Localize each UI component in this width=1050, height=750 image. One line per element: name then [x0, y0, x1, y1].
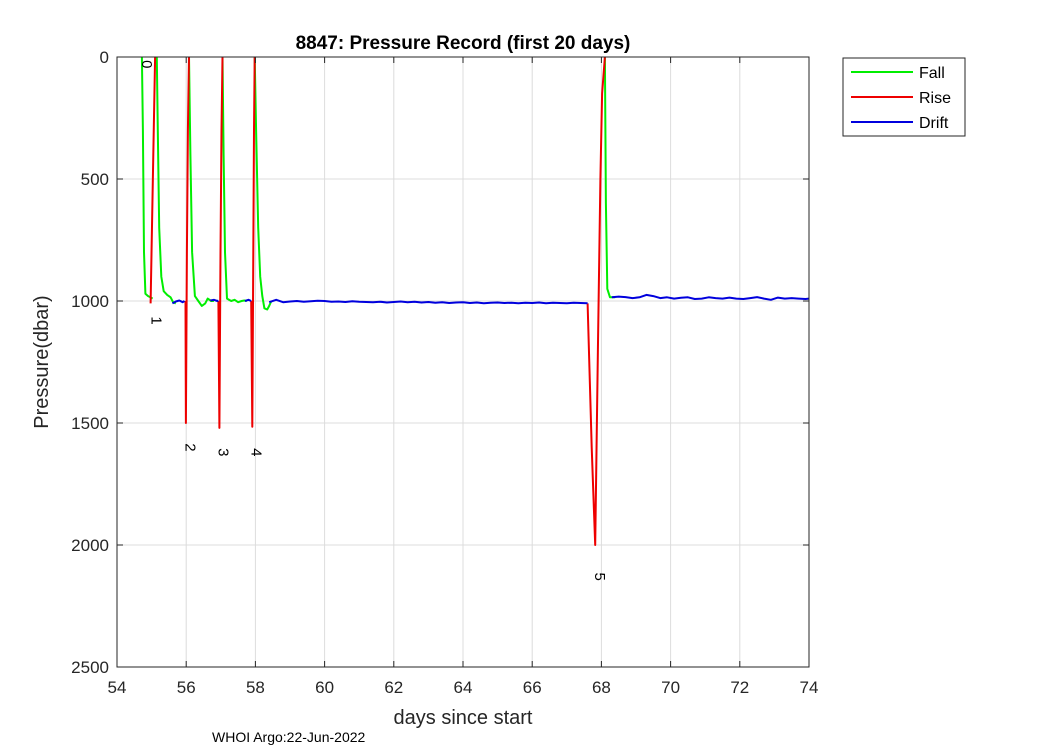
- series-line-rise: [184, 57, 190, 424]
- y-axis-ticks: 0 500 1000 1500 2000 2500: [71, 48, 809, 677]
- x-tick-label: 66: [523, 678, 542, 697]
- x-tick-label: 56: [177, 678, 196, 697]
- y-tick-label: 500: [81, 170, 109, 189]
- profile-number-label: 4: [247, 448, 264, 456]
- legend-label-rise: Rise: [919, 90, 951, 107]
- profile-number-label: 0: [138, 60, 155, 68]
- series-line-fall: [253, 57, 273, 311]
- profile-number-label: 2: [182, 443, 199, 451]
- x-axis-ticks: 54 56 58 60 62 64 66 68 70 72 74: [108, 57, 819, 697]
- x-tick-label: 70: [661, 678, 680, 697]
- y-tick-label: 2000: [71, 536, 109, 555]
- x-tick-label: 64: [454, 678, 473, 697]
- y-tick-label: 1000: [71, 292, 109, 311]
- series-line-fall: [221, 57, 247, 304]
- profile-annotations: 0 1 2 3 4 5: [138, 60, 608, 581]
- series-line-drift: [210, 298, 219, 302]
- x-tick-label: 62: [384, 678, 403, 697]
- y-axis-label: Pressure(dbar): [31, 295, 53, 428]
- profile-number-label: 1: [148, 316, 165, 324]
- series-line-fall: [603, 57, 616, 299]
- series-lines: [140, 57, 809, 546]
- series-line-fall: [155, 57, 177, 305]
- series-line-drift: [611, 293, 809, 301]
- x-tick-label: 54: [108, 678, 127, 697]
- chart-title: 8847: Pressure Record (first 20 days): [296, 33, 631, 54]
- x-tick-label: 68: [592, 678, 611, 697]
- series-line-drift: [171, 299, 186, 305]
- series-line-rise: [149, 57, 157, 304]
- x-tick-label: 60: [315, 678, 334, 697]
- footer-stamp: WHOI Argo:22-Jun-2022: [212, 729, 366, 745]
- x-tick-label: 72: [730, 678, 749, 697]
- profile-number-label: 5: [591, 573, 608, 581]
- x-axis-label: days since start: [394, 707, 533, 729]
- series-line-drift: [268, 298, 588, 305]
- x-tick-label: 74: [800, 678, 819, 697]
- profile-number-label: 3: [214, 448, 231, 456]
- legend-label-drift: Drift: [919, 115, 949, 132]
- y-tick-label: 2500: [71, 658, 109, 677]
- x-tick-label: 58: [246, 678, 265, 697]
- series-line-drift: [244, 298, 252, 302]
- y-tick-label: 0: [100, 48, 109, 67]
- legend-label-fall: Fall: [919, 65, 945, 82]
- series-line-rise: [217, 57, 224, 429]
- legend: Fall Rise Drift: [842, 57, 966, 137]
- y-tick-label: 1500: [71, 414, 109, 433]
- series-line-rise: [586, 57, 606, 546]
- series-line-fall: [188, 57, 214, 307]
- series-line-rise: [250, 57, 256, 428]
